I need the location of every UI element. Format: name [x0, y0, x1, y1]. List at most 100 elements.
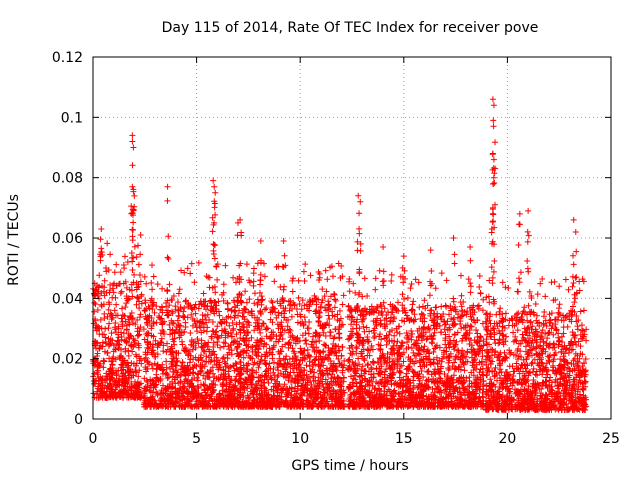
data-point [288, 313, 295, 320]
data-point [195, 340, 202, 347]
data-point [317, 303, 324, 310]
data-point [249, 400, 256, 407]
data-point [141, 375, 148, 382]
data-point [323, 307, 330, 314]
data-point [289, 355, 296, 362]
data-point [358, 366, 365, 373]
data-point [199, 344, 206, 351]
data-point [142, 387, 149, 394]
data-point [208, 391, 215, 398]
data-point [241, 384, 248, 391]
data-point [284, 402, 291, 409]
data-point [199, 403, 206, 410]
data-point [95, 367, 102, 374]
data-point [421, 318, 428, 325]
data-point [159, 285, 166, 292]
data-point [109, 361, 116, 368]
data-point [274, 380, 281, 387]
data-point [304, 346, 311, 353]
data-point [441, 387, 448, 394]
data-point [159, 327, 166, 334]
data-point [324, 370, 331, 377]
data-point [133, 360, 140, 367]
data-point [233, 397, 240, 404]
data-point [220, 376, 227, 383]
data-point [368, 342, 375, 349]
data-point [153, 319, 160, 326]
data-point [331, 396, 338, 403]
data-point [224, 300, 231, 307]
data-point [213, 354, 220, 361]
data-point [317, 394, 324, 401]
data-point [135, 295, 142, 302]
data-point [337, 380, 343, 387]
data-point [140, 326, 147, 333]
data-point [259, 320, 266, 327]
data-point [245, 374, 252, 381]
data-point [331, 348, 338, 355]
data-point [177, 378, 184, 385]
data-point [239, 309, 246, 316]
data-point [146, 361, 153, 368]
data-point [505, 285, 512, 292]
data-point [118, 353, 125, 360]
data-point [98, 390, 105, 397]
data-point [219, 398, 226, 405]
data-point [163, 364, 170, 371]
data-point [226, 322, 233, 329]
data-point [135, 261, 142, 268]
data-point [257, 382, 264, 389]
data-point [225, 399, 232, 406]
data-point [125, 347, 132, 354]
data-point [231, 308, 238, 315]
data-point [216, 391, 223, 398]
data-point [190, 356, 197, 363]
data-point [325, 312, 332, 319]
data-point [108, 316, 115, 323]
data-point [307, 368, 314, 375]
data-point [144, 396, 151, 403]
data-point [193, 390, 200, 397]
data-point [322, 342, 329, 349]
data-point [143, 331, 150, 338]
data-point [420, 374, 427, 381]
data-point [122, 376, 129, 383]
data-point [188, 337, 195, 344]
data-point [157, 330, 164, 337]
data-point [215, 308, 222, 315]
data-point [114, 337, 121, 344]
data-point [163, 348, 170, 355]
data-point [429, 336, 436, 343]
data-point [310, 400, 317, 407]
data-point [235, 312, 242, 319]
data-point [182, 371, 189, 378]
data-point [143, 320, 150, 327]
data-point [286, 372, 293, 379]
data-point [106, 355, 113, 362]
data-point [141, 390, 148, 397]
data-point [300, 401, 307, 408]
data-point [278, 323, 285, 330]
data-point [297, 356, 304, 363]
data-point [253, 391, 260, 398]
data-point [105, 370, 112, 377]
data-point [150, 273, 157, 280]
data-point [233, 345, 240, 352]
data-point [187, 330, 194, 337]
data-point [290, 348, 297, 355]
data-point [188, 305, 195, 312]
data-point [203, 328, 210, 335]
data-point [534, 291, 541, 298]
data-point [176, 322, 183, 329]
data-point [479, 307, 486, 314]
data-point [250, 361, 257, 368]
data-point [148, 361, 155, 368]
data-point [306, 301, 313, 308]
data-point [321, 293, 328, 300]
data-point [238, 371, 245, 378]
data-point [126, 319, 133, 326]
data-point [336, 386, 343, 393]
data-point [337, 394, 344, 401]
data-point [430, 348, 437, 355]
data-point [197, 363, 204, 370]
